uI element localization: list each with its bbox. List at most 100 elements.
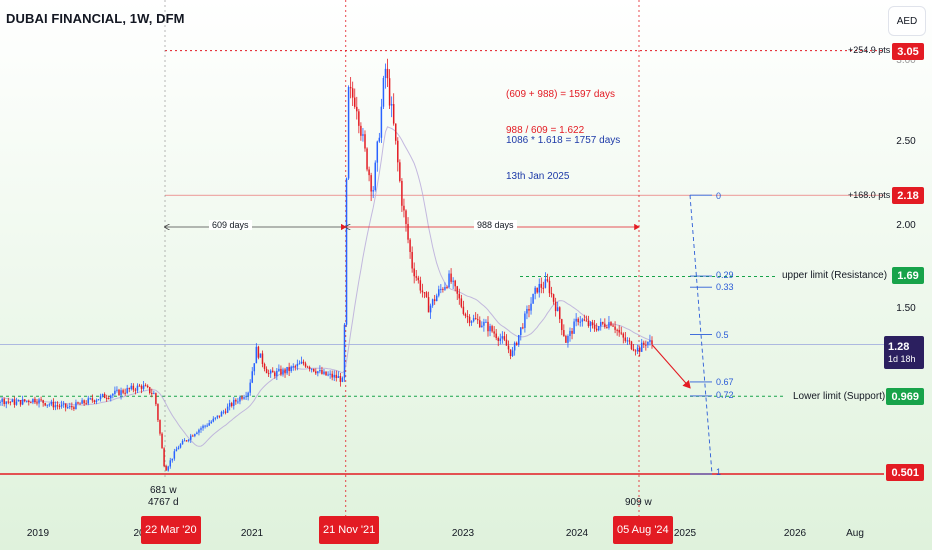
candle-body xyxy=(438,289,440,296)
candle-body xyxy=(253,363,256,372)
candle-body xyxy=(257,346,260,358)
candle-body xyxy=(538,283,540,293)
candle-body xyxy=(269,370,272,374)
candle-body xyxy=(343,324,346,378)
y-tick-3-00: 3.00 xyxy=(896,55,916,66)
candle-body xyxy=(15,401,18,405)
candle-body xyxy=(222,411,225,413)
candle-body xyxy=(177,447,180,450)
candle-body xyxy=(179,444,182,448)
candle-body xyxy=(509,349,512,356)
candle-body xyxy=(167,466,169,471)
candle-body xyxy=(435,295,438,302)
ratio-note-red: (609 + 988) = 1597 days 988 / 609 = 1.62… xyxy=(506,65,615,149)
candle-body xyxy=(206,425,208,427)
measure-label-fib0: +168.0 pts xyxy=(848,190,891,200)
candle-body xyxy=(77,402,79,404)
candle-body xyxy=(155,393,157,405)
candle-body xyxy=(214,417,217,419)
candle-body xyxy=(212,418,215,422)
candle-body xyxy=(524,313,526,328)
x-tick-aug: Aug xyxy=(846,528,864,539)
candle-body xyxy=(417,277,420,281)
candle-body xyxy=(224,411,227,413)
candle-body xyxy=(610,322,612,326)
candle-body xyxy=(335,374,338,378)
candle-body xyxy=(399,162,401,181)
candle-body xyxy=(83,400,85,404)
candle-body xyxy=(643,342,645,345)
candle-body xyxy=(165,466,167,471)
low-days: 4767 d xyxy=(148,497,179,508)
candle-body xyxy=(46,404,48,406)
candle-body xyxy=(442,288,444,290)
candle-body xyxy=(204,425,206,427)
candle-body xyxy=(372,190,374,192)
candle-body xyxy=(583,319,586,321)
candle-body xyxy=(612,325,614,327)
candle-body xyxy=(278,368,280,371)
candle-body xyxy=(433,299,436,302)
candle-body xyxy=(349,87,352,89)
candle-body xyxy=(620,332,622,334)
candle-body xyxy=(17,400,20,402)
candle-body xyxy=(317,371,319,374)
candle-body xyxy=(306,366,309,368)
candle-body xyxy=(265,368,268,374)
candle-body xyxy=(3,398,5,404)
candle-body xyxy=(503,336,506,340)
candle-body xyxy=(73,407,75,409)
currency-button[interactable]: AED xyxy=(888,6,926,36)
candle-body xyxy=(567,336,569,343)
candle-body xyxy=(120,390,122,396)
ratio-note-line-1: (609 + 988) = 1597 days xyxy=(506,89,615,100)
measure-label-high: +254.9 pts xyxy=(848,45,891,55)
candle-body xyxy=(403,205,405,211)
candle-body xyxy=(124,392,126,394)
y-tick-1-50: 1.50 xyxy=(896,303,916,314)
candle-body xyxy=(239,397,241,402)
candle-body xyxy=(5,401,7,404)
low-weeks-days-label: 681 w 4767 d xyxy=(148,485,179,509)
candle-body xyxy=(366,148,368,170)
candle-body xyxy=(575,318,577,322)
candle-body xyxy=(91,398,94,401)
candle-body xyxy=(52,401,55,408)
candle-body xyxy=(319,370,321,372)
ratio-note-line-2: 988 / 609 = 1.622 xyxy=(506,125,585,136)
candle-body xyxy=(110,395,112,399)
x-tick-2026: 2026 xyxy=(783,528,807,539)
candle-body xyxy=(409,239,411,252)
projection-arrow xyxy=(651,344,691,389)
candle-body xyxy=(105,398,108,400)
candle-body xyxy=(286,366,288,374)
candle-body xyxy=(25,400,28,402)
candle-body xyxy=(296,363,299,367)
bar-countdown: 1d 18h xyxy=(888,354,916,364)
candle-body xyxy=(64,403,67,408)
date-tag-recent: 05 Aug '24 xyxy=(613,516,673,544)
x-tick-2020-partial: 20 xyxy=(133,528,145,539)
candle-body xyxy=(608,322,610,328)
candle-body xyxy=(602,322,604,324)
candle-body xyxy=(548,280,551,294)
candle-body xyxy=(146,385,149,388)
candle-body xyxy=(175,449,178,452)
candle-body xyxy=(276,370,278,377)
candle-body xyxy=(310,368,313,370)
candle-body xyxy=(345,178,348,325)
candle-body xyxy=(103,394,106,399)
candle-body xyxy=(136,385,139,391)
candle-body xyxy=(233,399,235,406)
candle-body xyxy=(397,140,399,163)
candle-body xyxy=(364,134,366,149)
candle-body xyxy=(640,342,643,352)
candle-body xyxy=(95,400,98,402)
candle-body xyxy=(347,87,350,179)
candle-body xyxy=(325,371,327,376)
candle-body xyxy=(30,402,32,404)
candle-body xyxy=(370,175,372,192)
candle-body xyxy=(374,162,376,191)
